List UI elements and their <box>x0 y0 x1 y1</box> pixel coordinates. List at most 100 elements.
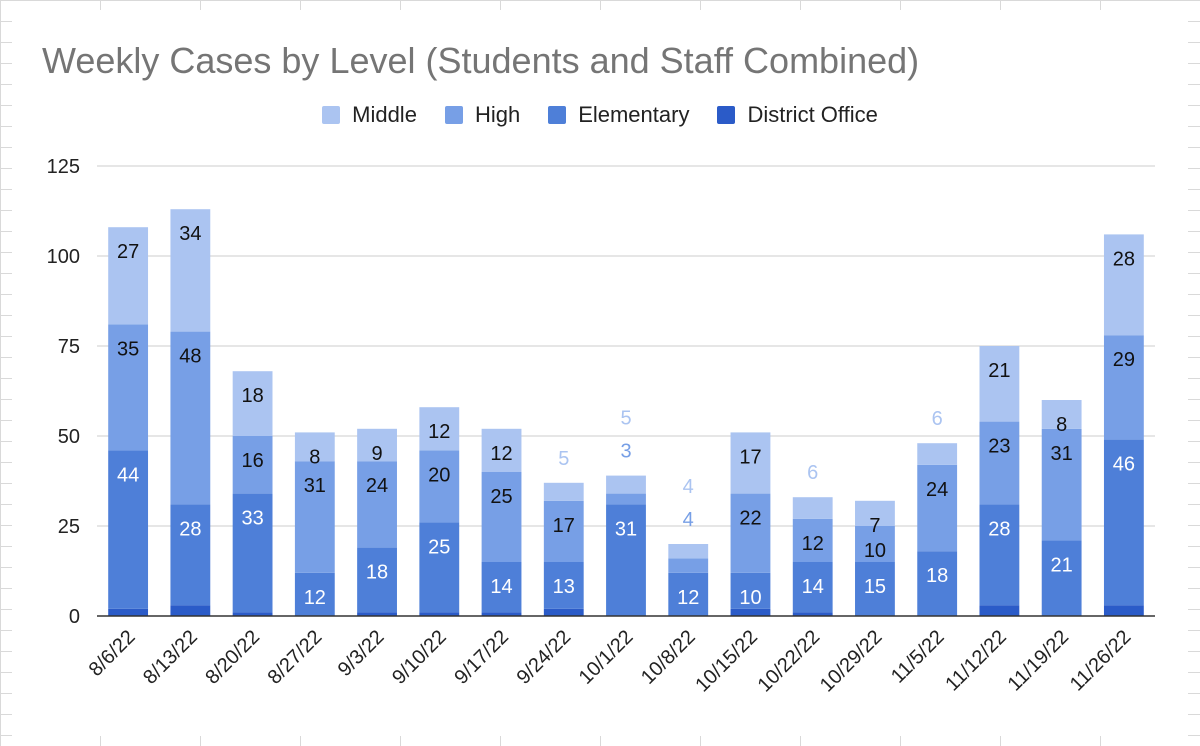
bar-high-8-6-22 <box>108 324 149 451</box>
bar-high-11-12-22 <box>979 421 1020 505</box>
bar-middle-9-10-22 <box>419 407 460 451</box>
bar-district-office-9-3-22 <box>357 612 397 616</box>
legend-item-middle[interactable]: Middle <box>322 102 417 128</box>
data-label-middle-11-5-22: 6 <box>932 408 943 430</box>
data-label-high-11-19-22: 31 <box>1051 443 1073 465</box>
data-label-elementary-10-29-22: 15 <box>864 576 886 598</box>
x-tick-label-11-19-22: 11/19/22 <box>1004 626 1074 696</box>
plot-area: 02550751001254435278/6/222848348/13/2233… <box>47 156 1155 697</box>
bar-elementary-11-26-22 <box>1103 439 1144 606</box>
data-label-high-10-29-22: 10 <box>864 540 886 562</box>
data-label-high-8-6-22: 35 <box>117 338 139 360</box>
bar-high-10-8-22 <box>668 558 709 573</box>
data-label-middle-10-1-22: 5 <box>620 408 631 430</box>
y-tick-label-25: 25 <box>58 516 80 538</box>
bar-district-office-8-6-22 <box>108 608 149 616</box>
chart-title: Weekly Cases by Level (Students and Staf… <box>42 40 920 81</box>
data-label-middle-8-6-22: 27 <box>117 241 139 263</box>
bar-middle-8-27-22 <box>294 432 335 462</box>
bar-elementary-9-17-22 <box>481 562 522 613</box>
x-tick-label-10-1-22: 10/1/22 <box>575 626 638 689</box>
data-label-high-11-5-22: 24 <box>926 479 948 501</box>
legend-label-high: High <box>474 102 521 127</box>
bar-elementary-11-12-22 <box>979 504 1020 606</box>
bar-middle-11-12-22 <box>979 346 1020 422</box>
bar-district-office-9-24-22 <box>543 608 584 616</box>
data-label-elementary-10-1-22: 31 <box>615 518 637 540</box>
bar-high-8-13-22 <box>170 331 211 505</box>
legend-swatch-district-office <box>717 106 736 124</box>
bar-middle-8-13-22 <box>170 209 211 332</box>
data-label-middle-9-17-22: 12 <box>490 443 512 465</box>
data-label-elementary-8-27-22: 12 <box>304 587 326 609</box>
x-tick-label-8-13-22: 8/13/22 <box>139 626 202 689</box>
bar-high-10-29-22 <box>855 526 895 562</box>
bar-district-office-9-17-22 <box>481 612 522 616</box>
bar-high-11-26-22 <box>1103 335 1144 440</box>
x-tick-label-10-8-22: 10/8/22 <box>637 626 700 689</box>
x-tick-label-10-15-22: 10/15/22 <box>691 626 762 697</box>
data-label-high-11-26-22: 29 <box>1113 349 1135 371</box>
data-label-elementary-11-19-22: 21 <box>1051 554 1073 576</box>
bar-high-8-27-22 <box>294 461 335 573</box>
bar-high-9-17-22 <box>481 472 522 562</box>
legend-item-high[interactable]: High <box>444 102 521 128</box>
legend-item-elementary[interactable]: Elementary <box>548 102 689 128</box>
bar-high-10-15-22 <box>730 493 771 573</box>
x-tick-label-9-3-22: 9/3/22 <box>334 626 389 681</box>
bar-high-9-10-22 <box>419 450 460 523</box>
data-label-elementary-11-26-22: 46 <box>1113 454 1135 476</box>
bar-elementary-8-13-22 <box>170 504 211 606</box>
data-label-high-11-12-22: 23 <box>988 436 1010 458</box>
bar-elementary-11-5-22 <box>917 551 958 616</box>
bar-middle-10-22-22 <box>792 497 833 519</box>
bar-elementary-8-20-22 <box>232 493 273 613</box>
x-tick-label-9-10-22: 9/10/22 <box>388 626 451 689</box>
legend-item-district-office[interactable]: District Office <box>717 102 878 128</box>
bar-district-office-10-22-22 <box>792 612 833 616</box>
bar-elementary-9-3-22 <box>357 547 397 613</box>
y-tick-label-125: 125 <box>47 156 80 178</box>
data-label-middle-11-26-22: 28 <box>1113 248 1135 270</box>
bar-middle-11-19-22 <box>1041 400 1082 429</box>
data-label-elementary-11-5-22: 18 <box>926 565 948 587</box>
bar-elementary-10-1-22 <box>606 504 646 616</box>
bar-high-11-5-22 <box>917 464 958 552</box>
bar-high-8-20-22 <box>232 436 273 494</box>
bar-elementary-9-10-22 <box>419 522 460 613</box>
data-label-elementary-10-22-22: 14 <box>802 576 824 598</box>
legend-label-middle: Middle <box>352 102 417 127</box>
bar-district-office-11-12-22 <box>979 605 1020 616</box>
data-label-high-10-22-22: 12 <box>802 533 824 555</box>
x-tick-label-8-27-22: 8/27/22 <box>264 626 327 689</box>
data-label-middle-9-24-22: 5 <box>558 448 569 470</box>
data-label-high-8-13-22: 48 <box>179 346 201 368</box>
bar-middle-9-3-22 <box>357 428 397 462</box>
bar-district-office-9-10-22 <box>419 612 460 616</box>
x-tick-label-11-5-22: 11/5/22 <box>887 626 949 688</box>
bar-elementary-9-24-22 <box>543 562 584 609</box>
data-label-high-10-15-22: 22 <box>739 508 761 530</box>
bar-elementary-10-29-22 <box>855 562 895 616</box>
data-label-elementary-11-12-22: 28 <box>988 518 1010 540</box>
data-label-elementary-9-3-22: 18 <box>366 562 388 584</box>
bar-elementary-8-27-22 <box>294 572 335 616</box>
bar-district-office-11-26-22 <box>1103 605 1144 616</box>
data-label-middle-10-22-22: 6 <box>807 462 818 484</box>
bar-middle-11-26-22 <box>1103 234 1144 336</box>
y-tick-label-50: 50 <box>58 426 80 448</box>
data-label-middle-11-12-22: 21 <box>988 360 1010 382</box>
bar-elementary-8-6-22 <box>108 450 149 609</box>
data-label-high-10-8-22: 4 <box>683 509 694 531</box>
data-label-elementary-10-15-22: 10 <box>739 587 761 609</box>
data-label-middle-10-15-22: 17 <box>739 446 761 468</box>
bar-high-9-3-22 <box>357 461 397 548</box>
bar-middle-8-6-22 <box>108 227 149 325</box>
bar-middle-9-17-22 <box>481 428 522 472</box>
bar-middle-11-5-22 <box>917 443 958 465</box>
legend-swatch-high <box>444 106 463 124</box>
data-label-middle-8-27-22: 8 <box>309 446 320 468</box>
bar-elementary-10-15-22 <box>730 572 771 609</box>
bar-district-office-8-20-22 <box>232 612 273 616</box>
legend: Middle High Elementary District Office <box>12 102 1188 128</box>
